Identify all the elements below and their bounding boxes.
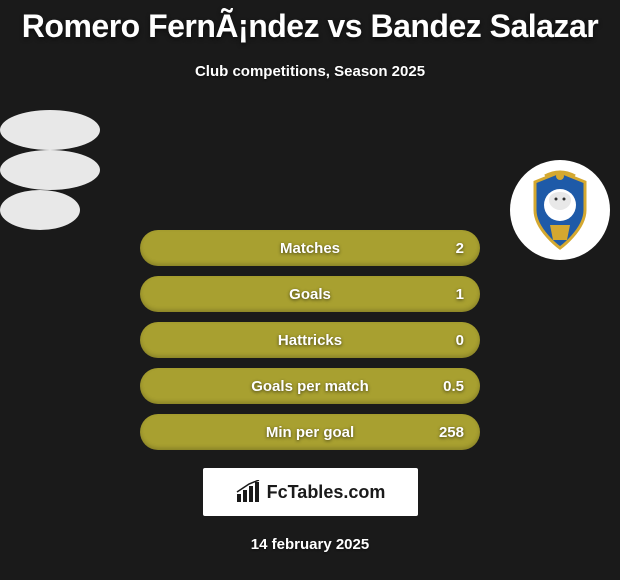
stat-row-hattricks: Hattricks 0 bbox=[140, 322, 480, 358]
stat-label: Hattricks bbox=[278, 332, 342, 349]
stat-label: Goals bbox=[289, 286, 331, 303]
stats-area: Matches 2 Goals 1 Hattricks 0 Goals per … bbox=[0, 110, 620, 450]
stat-label: Matches bbox=[280, 240, 340, 257]
bar-chart-icon bbox=[235, 480, 263, 504]
shield-icon bbox=[525, 170, 595, 250]
subtitle: Club competitions, Season 2025 bbox=[0, 63, 620, 80]
stat-row-gpm: Goals per match 0.5 bbox=[140, 368, 480, 404]
date-text: 14 february 2025 bbox=[0, 536, 620, 553]
stat-row-matches: Matches 2 bbox=[140, 230, 480, 266]
player-left-avatar-2 bbox=[0, 150, 100, 190]
stat-value: 0 bbox=[456, 332, 464, 349]
player-right-avatar-placeholder bbox=[0, 190, 80, 230]
stat-value: 1 bbox=[456, 286, 464, 303]
stat-row-mpg: Min per goal 258 bbox=[140, 414, 480, 450]
stat-value: 0.5 bbox=[443, 378, 464, 395]
brand-name: FcTables.com bbox=[267, 482, 386, 503]
player-left-avatar-1 bbox=[0, 110, 100, 150]
page-title: Romero FernÃ¡ndez vs Bandez Salazar bbox=[0, 0, 620, 45]
stat-value: 2 bbox=[456, 240, 464, 257]
stat-label: Min per goal bbox=[266, 424, 354, 441]
stat-value: 258 bbox=[439, 424, 464, 441]
brand-box: FcTables.com bbox=[203, 468, 418, 516]
team-badge bbox=[510, 160, 610, 260]
stat-row-goals: Goals 1 bbox=[140, 276, 480, 312]
stat-label: Goals per match bbox=[251, 378, 369, 395]
